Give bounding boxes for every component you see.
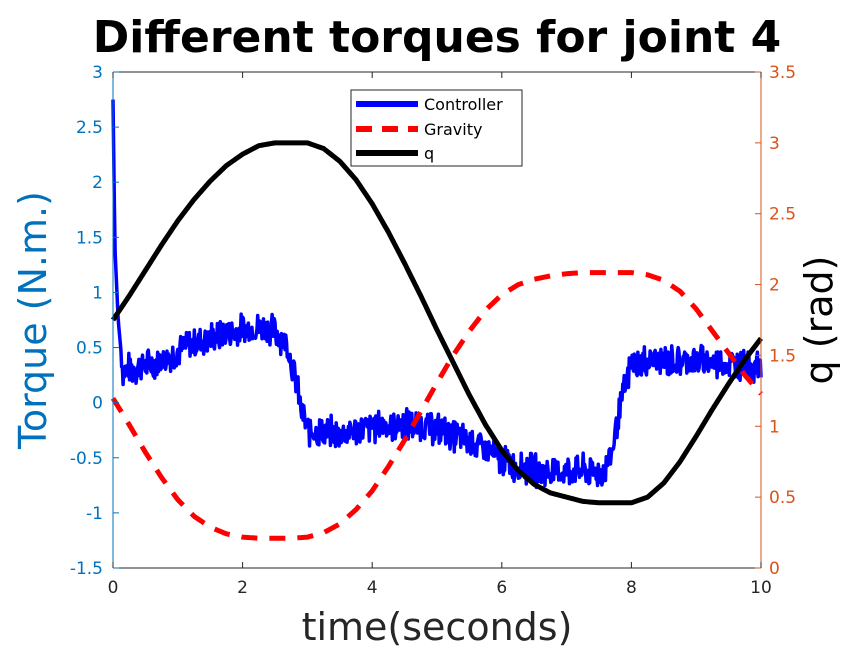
left-tick-label: 1.5: [76, 228, 103, 248]
left-tick-label: 0: [92, 394, 103, 414]
legend: Controller Gravity q: [350, 89, 523, 167]
x-tick-label: 2: [237, 578, 248, 598]
right-tick-label: 2.5: [769, 205, 796, 225]
x-tick-label: 0: [108, 578, 119, 598]
right-tick-label: 1: [769, 417, 780, 437]
left-y-ticks: -1.5 -1 -0.5 0 0.5 1 1.5 2 2.5 3: [70, 63, 119, 579]
series-gravity-line: [110, 270, 763, 541]
x-tick-label: 6: [496, 578, 507, 598]
series-layer: [110, 99, 763, 541]
right-tick-label: 3: [769, 134, 780, 154]
left-tick-label: -0.5: [70, 449, 103, 469]
x-ticks: 0 2 4 6 8 10: [108, 72, 772, 598]
x-tick-label: 10: [750, 578, 772, 598]
y-axis-label-right: q (rad): [797, 256, 841, 385]
right-tick-label: 0: [769, 559, 780, 579]
right-tick-label: 2: [769, 276, 780, 296]
series-controller-line: [111, 99, 763, 490]
right-tick-label: 0.5: [769, 488, 796, 508]
chart-title: Different torques for joint 4: [93, 12, 782, 63]
right-y-ticks: 0 0.5 1 1.5 2 2.5 3 3.5: [755, 63, 796, 579]
legend-label-q: q: [424, 144, 434, 163]
x-tick-label: 4: [367, 578, 378, 598]
right-tick-label: 1.5: [769, 346, 796, 366]
left-tick-label: 3: [92, 63, 103, 83]
x-axis-label: time(seconds): [302, 605, 573, 649]
series-q-line: [110, 140, 763, 506]
y-axis-label-left: Torque (N.m.): [11, 191, 55, 450]
right-tick-label: 3.5: [769, 63, 796, 83]
left-tick-label: 1: [92, 283, 103, 303]
legend-label-controller: Controller: [424, 95, 503, 114]
left-tick-label: -1: [86, 504, 103, 524]
x-tick-label: 8: [626, 578, 637, 598]
legend-label-gravity: Gravity: [424, 120, 482, 139]
left-tick-label: -1.5: [70, 559, 103, 579]
left-tick-label: 2.5: [76, 118, 103, 138]
left-tick-label: 2: [92, 173, 103, 193]
left-tick-label: 0.5: [76, 339, 103, 359]
